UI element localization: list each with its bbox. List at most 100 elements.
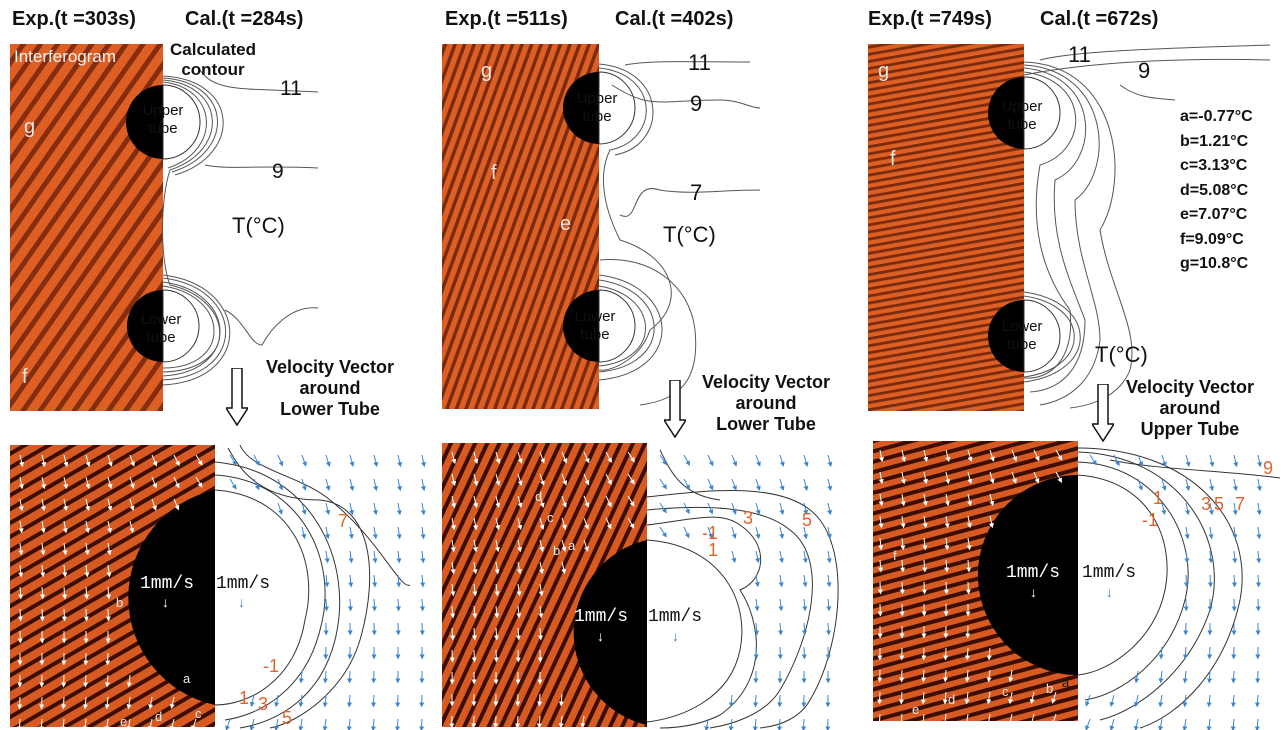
velocity-vector [370, 718, 376, 730]
velocity-vector [1257, 454, 1262, 468]
panel3-speed-exp-arrow-icon: ↓ [1030, 584, 1037, 600]
velocity-vector [107, 454, 113, 467]
velocity-vector [561, 539, 567, 553]
velocity-vector [1233, 454, 1239, 468]
velocity-vector [372, 574, 378, 588]
panel3-zoom-contour-9: 9 [1263, 458, 1274, 478]
velocity-vector [301, 478, 307, 491]
velocity-vector [419, 718, 425, 730]
velocity-vector [802, 550, 808, 564]
velocity-vector [169, 718, 175, 730]
velocity-vector [561, 517, 567, 530]
velocity-vector [943, 581, 949, 595]
velocity-vector [1161, 454, 1167, 467]
velocity-vector [1029, 713, 1035, 727]
velocity-vector [473, 517, 478, 531]
velocity-vector [1207, 574, 1213, 588]
velocity-vector [877, 691, 883, 705]
panel2-zoom-contour-1: 1 [708, 540, 719, 560]
panel2-zoom-contour-5: 5 [802, 510, 813, 530]
velocity-vector [683, 526, 690, 539]
velocity-vector [1184, 526, 1190, 540]
velocity-vector [148, 696, 154, 710]
velocity-vector [753, 694, 759, 708]
velocity-vector [277, 454, 284, 467]
velocity-vector [63, 476, 69, 490]
velocity-vector [225, 718, 231, 730]
velocity-vector [986, 691, 992, 705]
velocity-vector [728, 718, 734, 730]
velocity-vector [878, 537, 884, 551]
velocity-vector [986, 669, 992, 683]
panel2-contour-11: 11 [688, 50, 711, 75]
velocity-vector [967, 449, 973, 463]
velocity-vector [754, 598, 760, 612]
velocity-vector [104, 718, 110, 730]
velocity-vector [1008, 669, 1014, 683]
velocity-vector [561, 473, 568, 486]
panel1-fringe-f: f [22, 366, 28, 388]
velocity-vector [989, 493, 995, 507]
legend-c: c=3.13°C [1180, 157, 1248, 174]
velocity-vector [301, 502, 307, 516]
velocity-vector [84, 542, 90, 556]
velocity-vector [84, 564, 90, 578]
panel3-zoom-contour-minus1: -1 [1142, 510, 1159, 530]
velocity-vector [826, 622, 832, 636]
velocity-vector [945, 449, 951, 463]
velocity-vector [539, 561, 544, 575]
velocity-vector [1254, 694, 1260, 708]
velocity-vector [989, 515, 994, 529]
velocity-vector [84, 586, 90, 600]
velocity-vector [1232, 550, 1238, 564]
velocity-vector [84, 520, 90, 534]
velocity-vector [173, 498, 180, 511]
velocity-vector [85, 454, 91, 468]
velocity-vector [778, 622, 784, 636]
velocity-vector [249, 718, 255, 730]
panel2-fringe-e: e [560, 213, 572, 235]
velocity-vector [580, 715, 586, 729]
velocity-vector [986, 647, 992, 661]
velocity-vector [731, 478, 737, 491]
velocity-vector [516, 605, 522, 619]
velocity-vector [803, 502, 809, 516]
velocity-vector [450, 583, 456, 597]
velocity-vector [920, 691, 926, 705]
panel1-zoom-fringe-b: b [116, 595, 124, 610]
velocity-vector [397, 478, 402, 492]
panel1-zoom-contour-7: 7 [338, 511, 349, 531]
velocity-vector [1182, 718, 1188, 730]
velocity-vector [298, 694, 304, 708]
velocity-vector [129, 498, 135, 512]
panel3-speed-exp: 1mm/s [1006, 563, 1061, 583]
panel1-zoom-fringe-c: c [195, 706, 202, 721]
velocity-vector [129, 520, 135, 534]
velocity-vector [1008, 691, 1014, 705]
velocity-vector [420, 550, 426, 564]
velocity-vector [683, 454, 690, 466]
panel1-lower-tube-label: Lower tube [140, 311, 182, 346]
velocity-vector [989, 449, 995, 462]
velocity-vector [346, 694, 352, 708]
velocity-vector [1206, 670, 1212, 684]
velocity-vector [754, 574, 760, 588]
velocity-vector [41, 476, 47, 490]
velocity-vector [779, 526, 785, 540]
velocity-vector [61, 608, 67, 622]
velocity-vector [18, 476, 24, 490]
panel3-zoom-fringe-b: b [1046, 681, 1054, 696]
velocity-vector [1158, 718, 1164, 730]
velocity-vector [707, 454, 714, 467]
velocity-vector [1209, 478, 1215, 492]
velocity-vector [755, 550, 761, 564]
velocity-vector [1158, 646, 1164, 660]
velocity-vector [325, 478, 331, 492]
velocity-vector [1232, 502, 1238, 516]
velocity-vector [1185, 454, 1191, 468]
velocity-vector [827, 502, 833, 516]
panel1-velocity-title: Velocity Vector around Lower Tube [265, 357, 395, 419]
velocity-vector [538, 627, 544, 641]
velocity-vector [966, 515, 972, 529]
velocity-vector [1256, 478, 1262, 492]
